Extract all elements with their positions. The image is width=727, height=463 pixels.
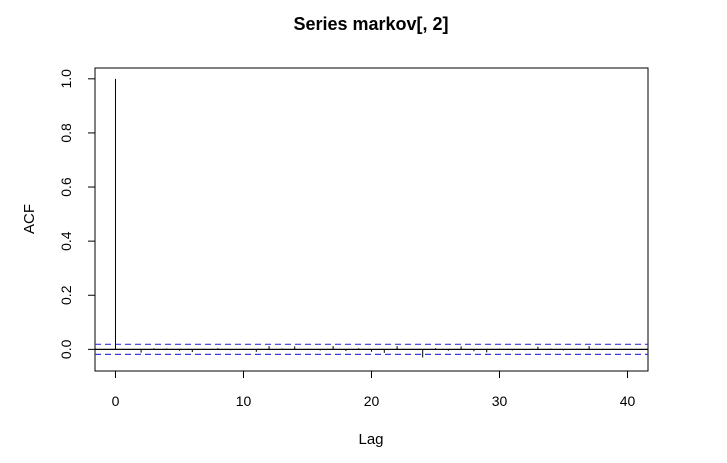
x-axis-label: Lag: [358, 431, 383, 448]
y-tick-label: 0.0: [58, 339, 74, 359]
y-tick-label: 0.6: [58, 177, 74, 197]
y-tick-label: 0.2: [58, 285, 74, 305]
x-tick-label: 30: [492, 393, 508, 409]
x-tick-label: 0: [112, 393, 120, 409]
y-tick-label: 1.0: [58, 69, 74, 89]
y-axis-label: ACF: [21, 204, 38, 234]
x-tick-label: 40: [620, 393, 636, 409]
plot-frame: [94, 67, 649, 372]
x-axis: 0 10 20 30 40: [112, 370, 636, 409]
y-tick-label: 0.8: [58, 123, 74, 143]
x-tick-label: 20: [364, 393, 380, 409]
y-axis: 0.0 0.2 0.4 0.6 0.8 1.0: [58, 69, 96, 359]
x-tick-label: 10: [236, 393, 252, 409]
chart-title: Series markov[, 2]: [293, 14, 448, 34]
confidence-bounds: [95, 343, 648, 355]
y-tick-label: 0.4: [58, 231, 74, 251]
acf-bars: [114, 78, 629, 358]
